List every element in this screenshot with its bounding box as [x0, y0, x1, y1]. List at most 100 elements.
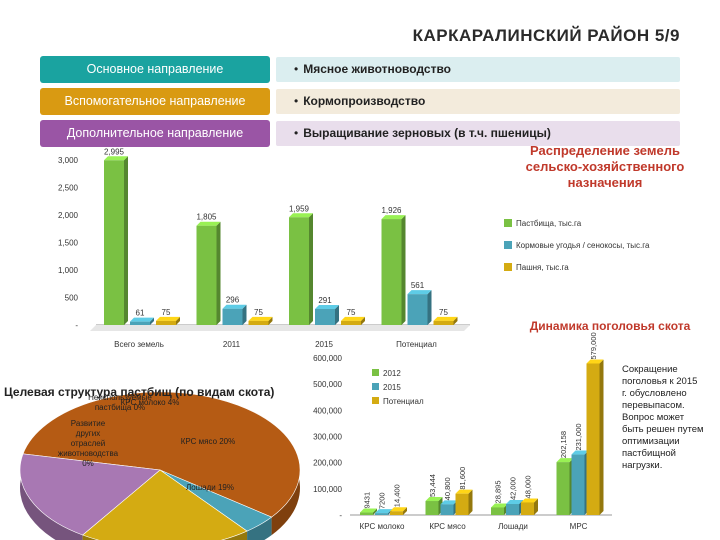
land-bar-top: [248, 316, 273, 321]
herd-bar: [425, 501, 439, 515]
herd-bar-top: [491, 503, 508, 508]
land-bar-top: [315, 304, 339, 309]
pie-label: КРС мясо 20%: [181, 437, 236, 446]
herd-bar-side: [534, 498, 538, 515]
land-category-label: Потенциал: [396, 340, 437, 349]
herd-bar: [390, 511, 403, 515]
land-bar-top: [341, 316, 365, 321]
herd-bar-top: [586, 359, 604, 364]
herd-bar: [455, 493, 469, 515]
pie-label-line: пастбища 0%: [95, 403, 145, 412]
land-category-label: 2015: [315, 340, 333, 349]
herd-ytick-label: 500,000: [313, 380, 342, 389]
herd-bar: [506, 504, 519, 515]
land-bar-top: [289, 213, 313, 218]
herd-bar: [360, 512, 373, 515]
herd-bar: [556, 462, 570, 515]
land-ytick-label: 1,000: [58, 266, 79, 275]
herd-note: Сокращение поголовья к 2015 г. обусловле…: [622, 364, 704, 471]
land-bar-top: [433, 316, 458, 321]
pie-slice-side: [23, 392, 300, 536]
herd-data-label: 53,444: [428, 474, 437, 497]
direction-label-additional: Дополнительное направление: [40, 120, 270, 147]
direction-label-secondary: Вспомогательное направление: [40, 88, 270, 115]
land-legend-swatch: [504, 219, 512, 227]
herd-legend-label: 2015: [383, 383, 401, 392]
herd-category-label: КРС молоко: [360, 522, 405, 531]
land-bar-top: [222, 304, 247, 309]
land-bar: [104, 160, 124, 325]
land-bar-side: [242, 304, 247, 325]
land-ytick-label: 3,000: [58, 156, 79, 165]
herd-legend-swatch: [372, 369, 379, 376]
land-bar: [315, 308, 335, 325]
pie-slice-side: [20, 453, 83, 540]
land-data-label: 1,926: [381, 206, 402, 215]
herd-bar-top: [425, 497, 443, 502]
herd-legend-swatch: [372, 397, 379, 404]
herd-ytick-label: 600,000: [313, 354, 342, 363]
land-bar-side: [361, 316, 365, 325]
slide-title: КАРКАРАЛИНСКИЙ РАЙОН 5/9: [412, 26, 680, 45]
pie-label-line: Лошади 19%: [186, 483, 234, 492]
land-bar-side: [124, 156, 128, 325]
pie-slice-side: [82, 531, 248, 540]
land-bar: [341, 320, 361, 325]
pie-label: Неиспользуемые пастбища 0%: [88, 393, 152, 412]
land-data-label: 296: [226, 296, 240, 305]
land-legend-swatch: [504, 263, 512, 271]
land-bar-top: [156, 316, 180, 321]
herd-bar-top: [521, 498, 538, 503]
pie-label-line: Развитие: [71, 419, 106, 428]
pie-label-line: животноводства: [58, 449, 119, 458]
land-legend-label: Кормовые угодья / сенокосы, тыс.га: [516, 241, 650, 250]
herd-data-label: 48,000: [524, 475, 533, 498]
pie-slice-side: [247, 517, 272, 540]
herd-chart-title: Динамика поголовья скота: [529, 319, 691, 333]
land-ytick-label: 2,000: [58, 211, 79, 220]
direction-row-main: Основное направление Мясное животноводст…: [40, 56, 680, 83]
herd-data-label: 40,800: [443, 477, 452, 500]
land-bar: [222, 308, 243, 325]
herd-bar-top: [375, 509, 392, 514]
land-bar-side: [216, 221, 221, 325]
herd-ytick-label: 200,000: [313, 459, 342, 468]
land-legend-swatch: [504, 241, 512, 249]
land-bar-side: [309, 213, 313, 325]
land-bar: [130, 321, 150, 325]
herd-bar-side: [599, 359, 604, 515]
herd-bar: [571, 454, 585, 515]
pie-slice: [22, 391, 301, 518]
pie-label: КРС молоко 4%: [121, 398, 180, 407]
pie-label-line: КРС мясо 20%: [181, 437, 236, 446]
direction-value-main: Мясное животноводство: [276, 57, 680, 82]
land-data-label: 2,995: [104, 147, 125, 156]
herd-bar-side: [468, 489, 473, 515]
land-bar-side: [427, 290, 432, 325]
herd-category-label: Лошади: [498, 522, 528, 531]
land-bar-top: [130, 317, 154, 322]
land-data-label: 291: [318, 296, 332, 305]
land-legend-label: Пашня, тыс.га: [516, 263, 569, 272]
herd-category-label: МРС: [570, 522, 588, 531]
herd-ytick-label: 300,000: [313, 433, 342, 442]
land-bar-top: [196, 221, 221, 226]
land-bar-side: [268, 316, 273, 325]
land-bar: [289, 217, 309, 325]
land-data-label: 75: [347, 308, 356, 317]
pie-chart-title: Целевая структура пастбищ (по видам скот…: [4, 385, 275, 399]
land-chart-title: Распределение земель сельско-хозяйственн…: [525, 143, 685, 190]
land-data-label: 75: [162, 308, 171, 317]
direction-value-secondary: Кормопроизводство: [276, 89, 680, 114]
land-bar-side: [176, 316, 180, 325]
herd-bar-top: [440, 500, 458, 505]
pie-slice: [19, 453, 161, 536]
land-data-label: 561: [411, 281, 425, 290]
direction-label-main: Основное направление: [40, 56, 270, 83]
land-bar: [156, 320, 176, 325]
direction-value-additional: Выращивание зерновых (в т.ч. пшеницы): [276, 121, 680, 146]
direction-row-additional: Дополнительное направление Выращивание з…: [40, 120, 680, 147]
herd-ytick-label: 100,000: [313, 485, 342, 494]
herd-bar-top: [556, 458, 574, 463]
